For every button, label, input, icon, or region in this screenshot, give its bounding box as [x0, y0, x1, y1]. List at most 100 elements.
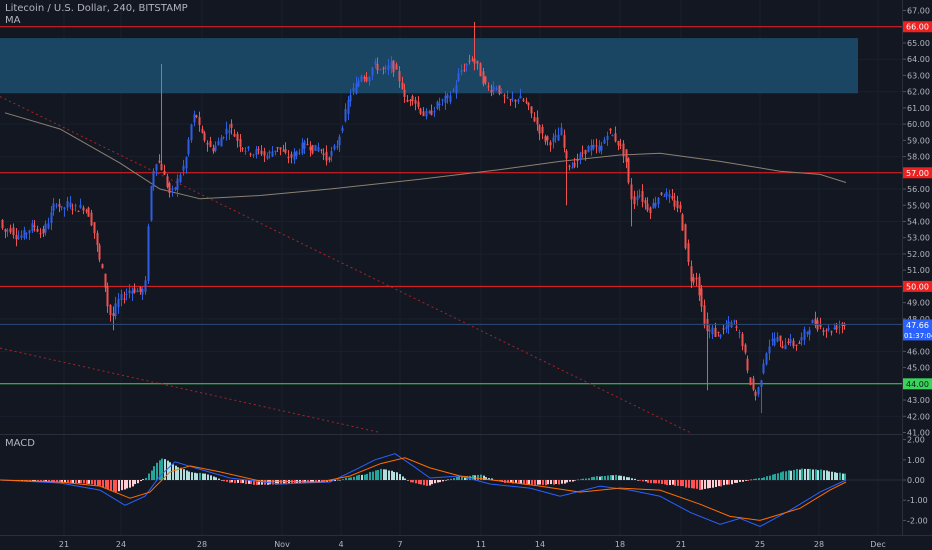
- macd-histogram-bar: [642, 480, 644, 482]
- macd-histogram-bar: [658, 480, 660, 484]
- candle-body: [352, 87, 355, 91]
- candle-body: [468, 60, 471, 62]
- candle-body: [563, 135, 566, 148]
- macd-histogram-bar: [186, 470, 188, 480]
- macd-histogram-bar: [358, 474, 360, 480]
- candle-body: [260, 150, 263, 155]
- candle-body: [190, 124, 193, 140]
- macd-histogram-bar: [553, 480, 555, 485]
- candle-body: [768, 346, 771, 354]
- macd-histogram-bar: [561, 480, 563, 484]
- macd-histogram-bar: [564, 480, 566, 484]
- candle-body: [282, 150, 285, 152]
- candle-body: [271, 151, 274, 157]
- candle-body: [160, 163, 163, 171]
- candle-body: [47, 223, 50, 229]
- macd-histogram-bar: [423, 480, 425, 486]
- macd-histogram-bar: [450, 478, 452, 480]
- candle-body: [473, 58, 476, 64]
- candle-body: [703, 305, 706, 326]
- candle-body: [816, 320, 819, 330]
- candle-body: [636, 196, 639, 201]
- candle-body: [617, 140, 620, 146]
- macd-histogram-bar: [237, 480, 239, 483]
- macd-histogram-bar: [240, 480, 242, 484]
- candle-body: [835, 325, 838, 330]
- candle-body: [6, 230, 9, 232]
- candle-body: [401, 82, 404, 89]
- time-tick-label: 28: [197, 540, 207, 549]
- macd-histogram-bar: [815, 469, 817, 480]
- level-price-label: 44.00: [906, 380, 929, 389]
- candle-body: [392, 60, 395, 73]
- time-axis-background: [0, 536, 903, 550]
- macd-histogram-bar: [763, 477, 765, 480]
- price-tick-label: 43.00: [907, 396, 930, 405]
- macd-histogram-bar: [88, 480, 90, 484]
- candle-body: [800, 337, 803, 341]
- macd-histogram-bar: [61, 480, 63, 483]
- macd-histogram-bar: [615, 474, 617, 480]
- candle-body: [203, 132, 206, 141]
- price-axis[interactable]: 67.00 66.00 65.00 64.00 63.00 62.00 61.00 60.00…: [902, 0, 932, 550]
- candle-body: [195, 115, 198, 118]
- candle-body: [530, 106, 533, 114]
- level-price-badge: [903, 21, 932, 33]
- candle-body: [82, 207, 85, 211]
- macd-histogram-bar: [229, 480, 231, 483]
- macd-histogram-bar: [739, 480, 741, 482]
- macd-histogram-bar: [385, 469, 387, 480]
- time-tick-label: 4: [338, 540, 343, 549]
- candle-body: [676, 200, 679, 209]
- macd-histogram-bar: [315, 480, 317, 483]
- candle-body: [460, 70, 463, 73]
- candle-body: [622, 143, 625, 157]
- macd-histogram-bar: [196, 473, 198, 480]
- price-tick-label: 59.00: [907, 136, 930, 145]
- macd-histogram-bar: [429, 480, 431, 486]
- horizontal-levels[interactable]: [0, 26, 902, 385]
- indicator-label[interactable]: MA: [5, 15, 21, 26]
- macd-histogram-bar: [420, 480, 422, 485]
- macd-histogram-bar: [774, 473, 776, 480]
- macd-histogram-bar: [626, 477, 628, 480]
- macd-histogram-bar: [380, 468, 382, 480]
- time-axis[interactable]: 21 24 28 Nov 4 7 11 14 18 21 25 28 Dec: [0, 535, 932, 550]
- macd-histogram-bar: [369, 472, 371, 480]
- candle-body: [430, 110, 433, 116]
- candle-body: [244, 150, 247, 152]
- macd-histogram-bar: [550, 480, 552, 485]
- candle-body: [692, 277, 695, 283]
- symbol-title[interactable]: Litecoin / U.S. Dollar, 240, BITSTAMP: [5, 3, 188, 14]
- macd-histogram-bar: [105, 480, 107, 488]
- candle-body: [55, 205, 58, 207]
- macd-title[interactable]: MACD: [5, 438, 35, 449]
- candle-body: [479, 63, 482, 77]
- candle-body: [584, 149, 587, 154]
- macd-histogram-bar: [623, 476, 625, 480]
- candle-body: [565, 150, 568, 159]
- price-tick-label: 64.00: [907, 55, 930, 64]
- candle-body: [33, 225, 36, 227]
- candle-body: [23, 229, 26, 239]
- macd-histogram-bar: [329, 480, 331, 483]
- macd-histogram-bar: [631, 478, 633, 480]
- macd-histogram-bar: [809, 468, 811, 480]
- candle-body: [411, 96, 414, 102]
- candle-body: [176, 178, 179, 190]
- price-tick-label: 41.00: [907, 429, 930, 438]
- macd-histogram-bar: [518, 480, 520, 484]
- macd-histogram-bar: [488, 478, 490, 480]
- macd-histogram-bar: [142, 479, 144, 480]
- candle-body: [274, 150, 277, 152]
- macd-histogram-bar: [628, 477, 630, 480]
- macd-histogram-bar: [56, 480, 58, 483]
- candle-body: [665, 192, 668, 197]
- macd-histogram-bar: [337, 479, 339, 481]
- candle-body: [754, 391, 757, 396]
- candle-body: [822, 330, 825, 332]
- macd-histogram-bar: [591, 477, 593, 480]
- macd-histogram-bar: [685, 480, 687, 488]
- candle-body: [552, 137, 555, 142]
